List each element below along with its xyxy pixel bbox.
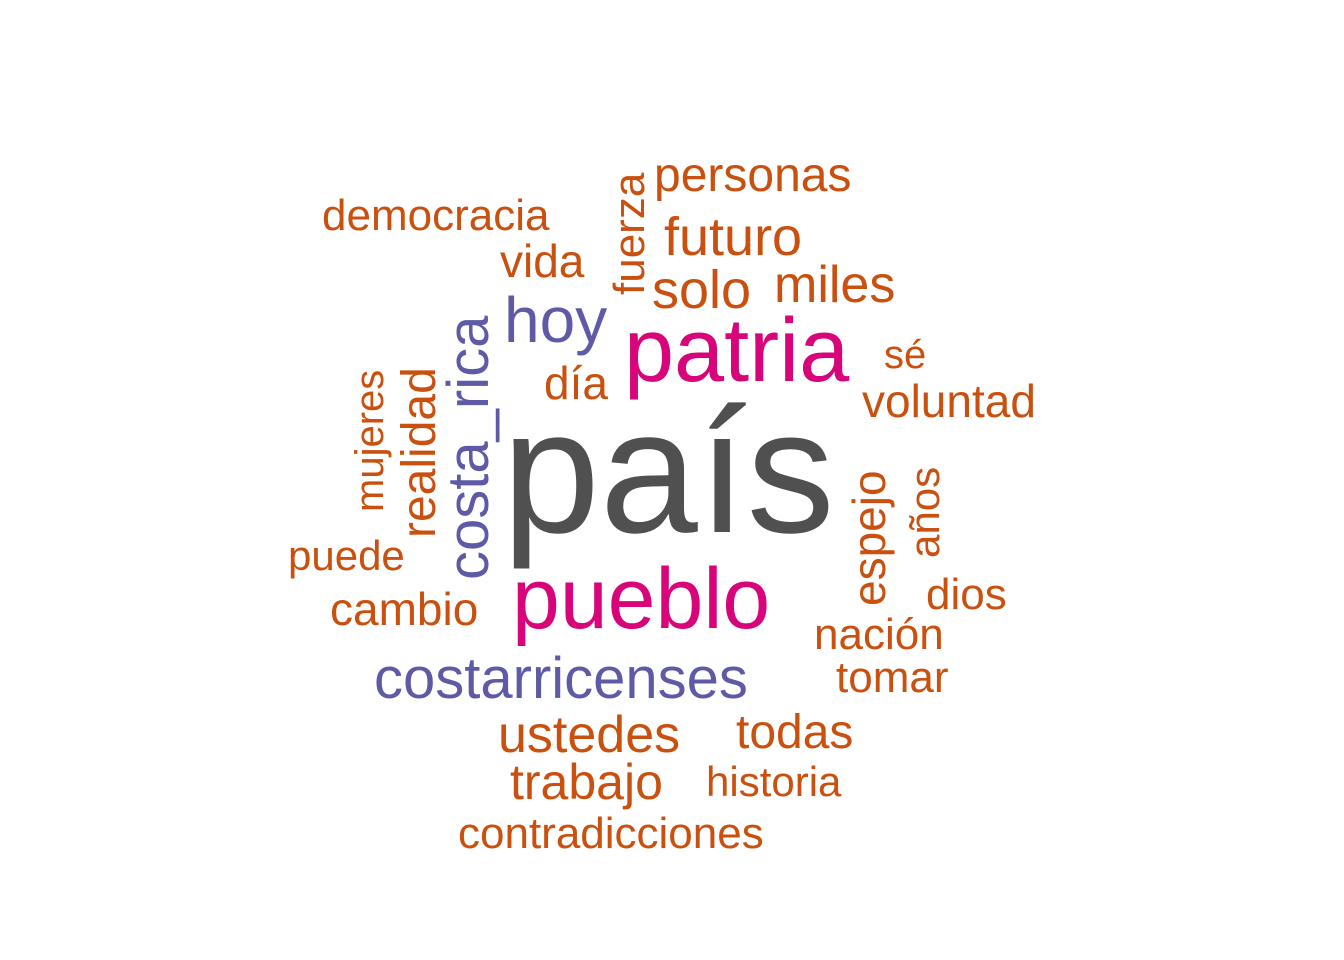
word-puede: puede — [288, 532, 405, 579]
word-pueblo: pueblo — [512, 551, 771, 647]
word-dios: dios — [926, 570, 1007, 619]
word-vida: vida — [500, 235, 585, 287]
word-miles: miles — [774, 256, 896, 314]
word-dia: día — [544, 357, 608, 409]
word-se: sé — [884, 333, 927, 377]
word-futuro: futuro — [664, 207, 803, 267]
word-contradicciones: contradicciones — [458, 809, 764, 858]
word-cambio: cambio — [330, 583, 479, 635]
word-anos: años — [901, 466, 948, 558]
word-costarricenses: costarricenses — [374, 646, 748, 711]
word-espejo: espejo — [843, 470, 895, 606]
word-fuerza: fuerza — [605, 172, 654, 295]
word-mujeres: mujeres — [348, 369, 392, 512]
word-historia: historia — [706, 758, 842, 805]
word-realidad: realidad — [393, 367, 446, 538]
word-democracia: democracia — [322, 191, 550, 240]
word-todas: todas — [736, 706, 854, 759]
word-pais: país — [502, 374, 835, 570]
word-hoy: hoy — [504, 284, 608, 356]
word-voluntad: voluntad — [862, 375, 1036, 427]
word-costa_rica: costa_rica — [436, 315, 501, 580]
word-ustedes: ustedes — [498, 706, 681, 764]
word-patria: patria — [624, 301, 850, 401]
word-trabajo: trabajo — [510, 754, 663, 810]
word-solo: solo — [652, 260, 752, 320]
word-tomar: tomar — [836, 653, 949, 702]
word-personas: personas — [654, 149, 852, 202]
word-nacion: nación — [814, 610, 944, 659]
